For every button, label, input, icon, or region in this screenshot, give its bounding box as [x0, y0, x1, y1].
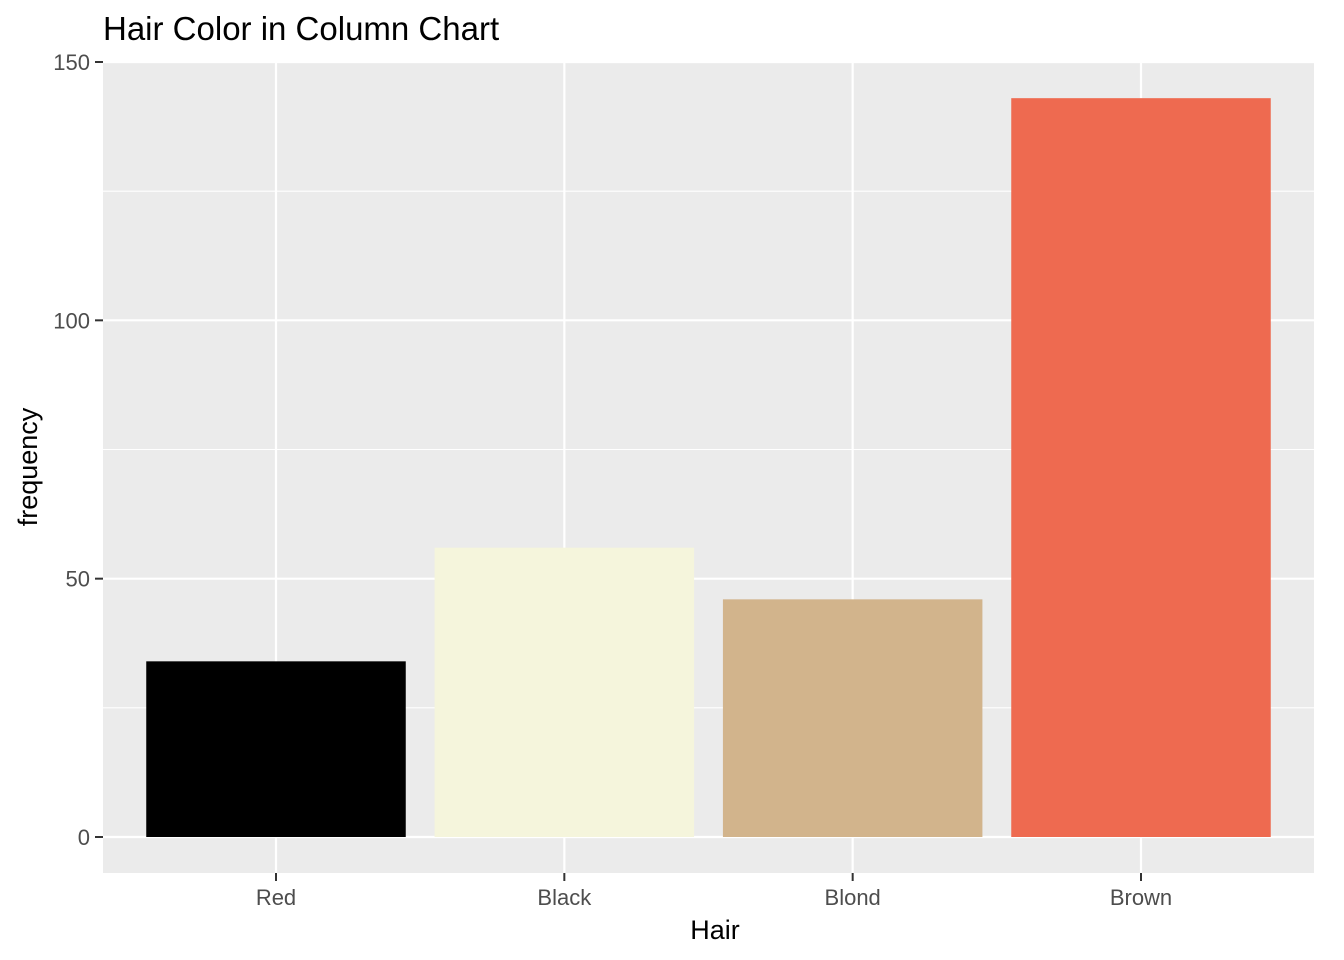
- y-tick-label: 0: [78, 825, 90, 850]
- x-tick-label: Red: [256, 885, 296, 910]
- x-tick-label: Blond: [825, 885, 881, 910]
- y-tick-label: 50: [66, 567, 90, 592]
- chart-title: Hair Color in Column Chart: [103, 10, 499, 47]
- bar-blond: [722, 599, 983, 837]
- x-axis: Red Black Blond Brown: [256, 873, 1172, 910]
- bars: [146, 98, 1271, 837]
- x-tick-label: Black: [537, 885, 592, 910]
- x-tick-label: Brown: [1110, 885, 1172, 910]
- x-axis-title: Hair: [690, 915, 740, 945]
- bar-red: [146, 661, 406, 837]
- y-tick-label: 150: [53, 50, 90, 75]
- bar-brown: [1011, 98, 1271, 837]
- y-axis: 0 50 100 150: [53, 50, 103, 850]
- y-tick-label: 100: [53, 308, 90, 333]
- bar-black: [434, 547, 695, 837]
- y-axis-title: frequency: [13, 407, 43, 526]
